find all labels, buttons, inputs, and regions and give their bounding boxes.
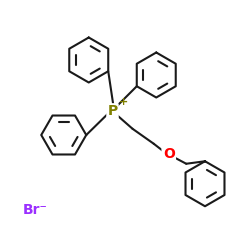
Text: O: O	[163, 148, 175, 162]
Text: +: +	[119, 97, 128, 107]
Text: P: P	[108, 104, 118, 118]
Text: Br⁻: Br⁻	[22, 203, 48, 217]
